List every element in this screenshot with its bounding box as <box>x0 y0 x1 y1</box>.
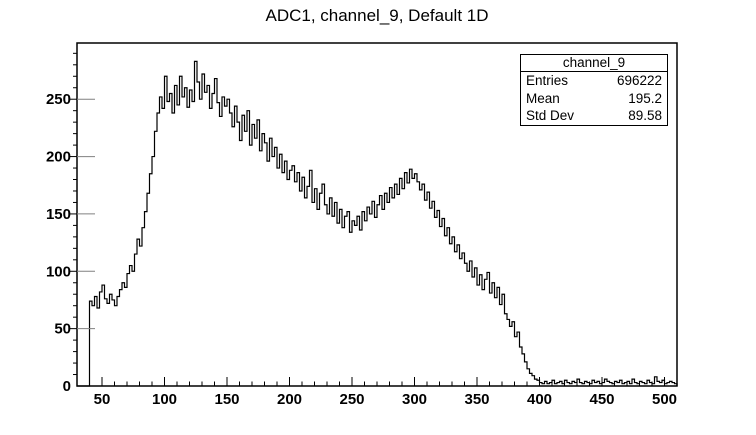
y-tick-label: 150 <box>46 206 71 223</box>
x-tick-label: 200 <box>277 391 302 408</box>
y-tick-label: 50 <box>54 321 71 338</box>
stats-mean-value: 195.2 <box>628 90 662 106</box>
stats-entries-label: Entries <box>526 73 569 89</box>
stats-stddev-label: Std Dev <box>526 108 575 124</box>
x-tick-label: 500 <box>652 391 677 408</box>
chart-title: ADC1, channel_9, Default 1D <box>265 6 489 25</box>
y-tick-label: 200 <box>46 149 71 166</box>
stats-stddev-row: Std Dev 89.58 <box>521 107 667 125</box>
x-tick-label: 250 <box>339 391 364 408</box>
x-tick-label: 300 <box>402 391 427 408</box>
x-tick-label: 100 <box>152 391 177 408</box>
stats-box: channel_9 Entries 696222 Mean 195.2 Std … <box>520 54 668 126</box>
histogram-line <box>77 60 678 387</box>
x-tick-label: 350 <box>464 391 489 408</box>
x-tick-label: 400 <box>527 391 552 408</box>
y-tick-label: 250 <box>46 91 71 108</box>
y-tick-label: 0 <box>63 378 71 395</box>
x-tick-label: 50 <box>94 391 111 408</box>
x-tick-label: 150 <box>214 391 239 408</box>
stats-entries-value: 696222 <box>616 73 662 89</box>
stats-row-entries: Entries 696222 <box>521 72 667 90</box>
x-tick-label: 450 <box>589 391 614 408</box>
stats-title: channel_9 <box>521 55 667 72</box>
stats-row-mean: Mean 195.2 <box>521 90 667 108</box>
y-tick-label: 100 <box>46 263 71 280</box>
stats-mean-label: Mean <box>526 90 560 106</box>
stats-stddev-value: 89.58 <box>628 108 662 124</box>
